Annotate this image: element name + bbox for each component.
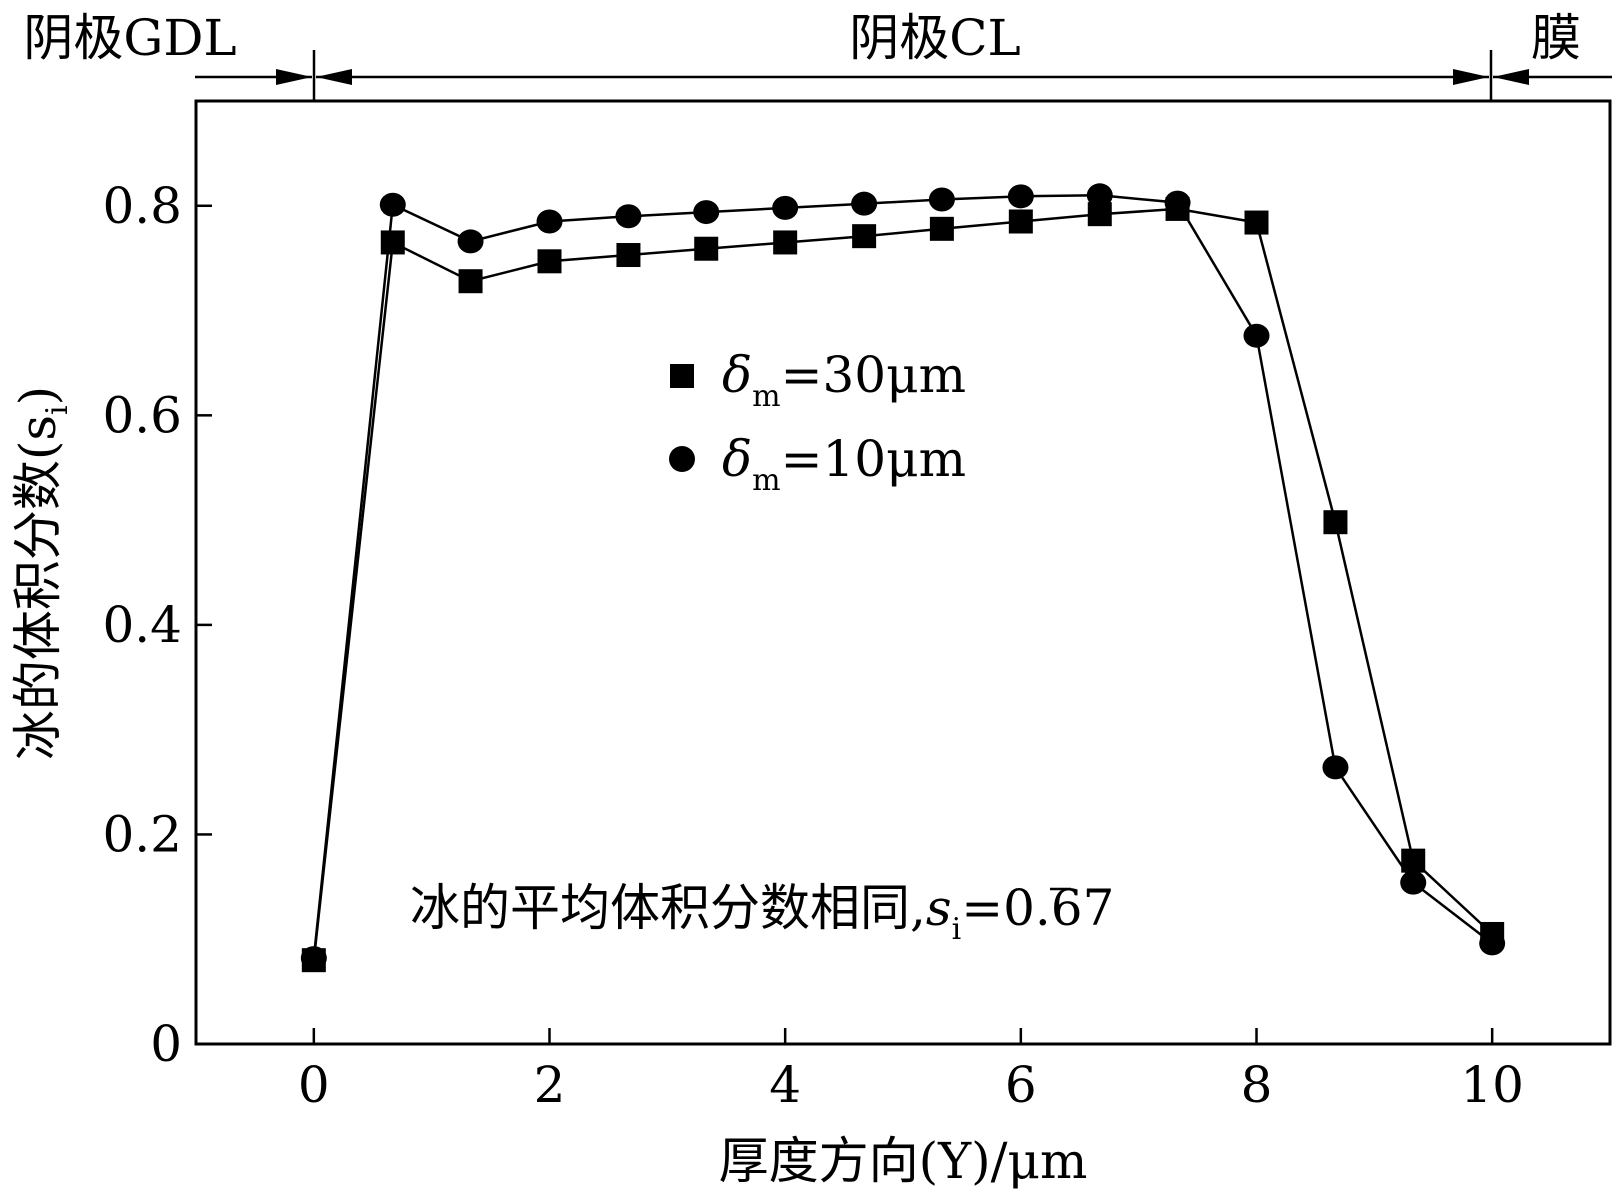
data-point-circle	[1007, 184, 1034, 209]
data-point-circle	[772, 195, 799, 220]
axes-layer: 0 2 4 6 8 10 0 0.2 0.4 0.6 0.8	[102, 177, 1524, 1114]
y-tick-label: 0.2	[102, 805, 182, 863]
data-point-circle	[1086, 183, 1113, 208]
data-point-square	[380, 230, 405, 255]
annotation-text: 冰的平均体积分数相同,	[410, 879, 926, 937]
y-tick-label: 0.4	[102, 596, 182, 654]
y-axis-label-sub: i	[40, 405, 75, 415]
x-tick-label: 8	[1241, 1056, 1273, 1114]
cl-arrowhead-left	[316, 69, 352, 85]
legend-marker-square	[670, 364, 694, 388]
legend: δm=30μm δm=10μm	[669, 346, 966, 498]
plot-frame	[194, 99, 1612, 1046]
region-label-gdl: 阴极GDL	[23, 9, 236, 67]
data-point-square	[852, 224, 877, 249]
y-axis-label-group: 冰的体积分数(si)	[9, 386, 75, 760]
data-point-square	[1323, 510, 1348, 535]
legend-symbol-30: δ	[722, 346, 752, 404]
x-tick-label: 2	[534, 1056, 566, 1114]
membrane-arrowhead-left	[1493, 69, 1529, 85]
data-point-circle	[615, 204, 642, 229]
series-line	[312, 207, 1494, 961]
data-point-circle	[1400, 870, 1427, 895]
legend-symbol-10: δ	[722, 430, 752, 488]
data-point-circle	[928, 187, 955, 212]
y-axis-label-main: 冰的体积分数(s	[9, 415, 67, 760]
annotation-value: =0.67	[961, 879, 1114, 937]
series-layer	[300, 183, 1506, 973]
legend-value-10: =10μm	[781, 430, 966, 488]
data-point-circle	[1322, 755, 1349, 780]
data-point-square	[773, 230, 798, 255]
legend-sub-10: m	[752, 463, 780, 498]
legend-value-30: =30μm	[781, 346, 966, 404]
data-point-circle	[1479, 931, 1506, 956]
legend-sub-30: m	[752, 379, 780, 414]
y-tick-label: 0.6	[102, 386, 182, 444]
x-tick-label: 0	[298, 1056, 330, 1114]
data-point-square	[694, 236, 719, 261]
y-tick-label: 0	[150, 1015, 182, 1073]
legend-marker-circle	[669, 446, 695, 472]
data-point-circle	[1243, 323, 1270, 348]
data-point-circle	[851, 191, 878, 216]
data-point-square	[929, 216, 954, 241]
y-axis-label: 冰的体积分数(si)	[9, 386, 75, 760]
cl-arrowhead-right	[1453, 69, 1489, 85]
series-line	[312, 194, 1493, 959]
data-point-square	[458, 269, 483, 294]
series-delta-10um	[300, 183, 1506, 971]
legend-entry-10um: δm=10μm	[722, 430, 966, 498]
data-point-square	[616, 243, 641, 268]
y-axis-label-close: )	[9, 386, 67, 406]
x-axis-label: 厚度方向(Y)/μm	[719, 1132, 1088, 1190]
gdl-arrowhead-right	[276, 69, 312, 85]
data-point-circle	[693, 200, 720, 225]
legend-entry-30um: δm=30μm	[722, 346, 966, 414]
region-label-membrane: 膜	[1531, 9, 1581, 67]
data-point-circle	[536, 209, 563, 234]
x-tick-label: 10	[1460, 1056, 1524, 1114]
annotation-symbol: s	[926, 879, 952, 937]
data-point-circle	[300, 946, 327, 971]
series-delta-30um	[301, 196, 1505, 973]
x-tick-label: 4	[769, 1056, 801, 1114]
data-point-circle	[379, 192, 406, 217]
annotation-symbol-sub: i	[952, 912, 962, 947]
region-label-cl: 阴极CL	[849, 9, 1020, 67]
x-tick-label: 6	[1005, 1056, 1037, 1114]
data-point-circle	[1164, 190, 1191, 215]
data-point-circle	[457, 229, 484, 254]
annotation-average-ice: 冰的平均体积分数相同,si=0.67	[410, 879, 1114, 947]
region-arrowheads	[276, 69, 1529, 85]
data-point-square	[1008, 209, 1033, 234]
y-tick-label: 0.8	[102, 177, 182, 235]
data-point-square	[1244, 210, 1269, 235]
data-point-square	[537, 249, 562, 274]
